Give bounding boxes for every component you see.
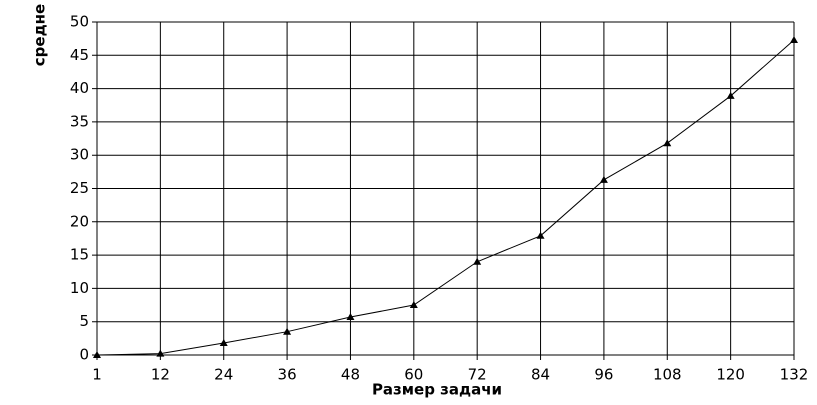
y-tick-label: 0 — [79, 346, 89, 364]
y-tick-label: 30 — [70, 146, 89, 164]
x-tick-label: 96 — [594, 366, 613, 384]
marker — [219, 339, 228, 347]
marker — [599, 175, 608, 183]
marker — [93, 351, 101, 358]
x-tick-label: 60 — [404, 366, 423, 384]
x-tick-label: 48 — [341, 366, 360, 384]
y-tick-label: 40 — [70, 79, 89, 97]
marker — [409, 301, 418, 309]
x-tick-label: 12 — [151, 366, 170, 384]
marker — [283, 327, 292, 335]
y-tick-label: 5 — [79, 312, 89, 330]
marker — [790, 35, 798, 43]
marker — [156, 349, 165, 357]
x-tick-label: 72 — [468, 366, 487, 384]
y-axis-title: средне — [31, 4, 49, 66]
x-tick-label: 132 — [780, 366, 809, 384]
y-tick-label: 10 — [70, 279, 89, 297]
marker — [536, 231, 545, 239]
y-tick-label: 45 — [70, 46, 89, 64]
marker — [473, 257, 482, 265]
y-tick-label: 50 — [70, 13, 89, 31]
x-tick-label: 84 — [531, 366, 550, 384]
x-tick-label: 120 — [716, 366, 745, 384]
y-tick-label: 20 — [70, 212, 89, 230]
x-tick-label: 108 — [653, 366, 682, 384]
marker — [726, 91, 735, 99]
y-tick-label: 25 — [70, 179, 89, 197]
x-axis-title: Размер задачи — [372, 381, 502, 399]
marker — [346, 313, 355, 321]
line — [96, 39, 795, 356]
x-tick-label: 24 — [214, 366, 233, 384]
x-tick-label: 1 — [92, 366, 102, 384]
marker — [663, 139, 672, 147]
y-tick-label: 35 — [70, 112, 89, 130]
x-tick-label: 36 — [278, 366, 297, 384]
y-tick-label: 15 — [70, 246, 89, 264]
